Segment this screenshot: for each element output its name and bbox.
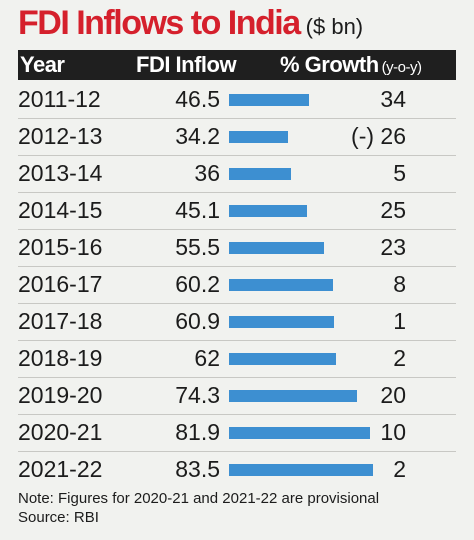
row-fdi-value: 36 <box>194 160 220 186</box>
table-body: 2011-12 46.5 34 2012-13 34.2 (-) 26 2013-14 36 5… <box>18 82 456 488</box>
row-growth: 1 <box>393 308 406 334</box>
row-fdi-value: 74.3 <box>175 382 220 408</box>
chart-title: FDI Inflows to India <box>18 4 301 42</box>
table-row: 2021-22 83.5 2 <box>18 452 456 488</box>
row-year: 2018-19 <box>18 345 103 371</box>
fdi-bar <box>229 168 291 180</box>
fdi-bar <box>229 242 324 254</box>
table-row: 2017-18 60.9 1 <box>18 304 456 341</box>
fdi-bar <box>229 205 307 217</box>
row-fdi-value: 34.2 <box>175 123 220 149</box>
note-text: Note: Figures for 2020-21 and 2021-22 ar… <box>18 490 380 507</box>
row-year: 2015-16 <box>18 234 103 260</box>
row-growth: 20 <box>380 382 406 408</box>
source-text: Source: RBI <box>18 509 99 526</box>
row-fdi-value: 62 <box>194 345 220 371</box>
header-fdi-inflow: FDI Inflow <box>136 52 237 77</box>
row-fdi-value: 60.2 <box>175 271 220 297</box>
header-growth-sub: (y-o-y) <box>381 59 422 76</box>
row-year: 2016-17 <box>18 271 103 297</box>
row-growth: 2 <box>393 456 406 482</box>
fdi-bar <box>229 316 334 328</box>
row-year: 2012-13 <box>18 123 103 149</box>
row-fdi-value: 46.5 <box>175 86 220 112</box>
table-row: 2019-20 74.3 20 <box>18 378 456 415</box>
row-growth: 23 <box>380 234 406 260</box>
table-row: 2013-14 36 5 <box>18 156 456 193</box>
row-year: 2019-20 <box>18 382 103 408</box>
row-year: 2017-18 <box>18 308 103 334</box>
table-header: Year FDI Inflow % Growth (y-o-y) <box>18 50 456 80</box>
header-year: Year <box>20 52 65 77</box>
fdi-bar <box>229 390 357 402</box>
row-fdi-value: 60.9 <box>175 308 220 334</box>
row-growth: 8 <box>393 271 406 297</box>
row-growth: 10 <box>380 419 406 445</box>
row-year: 2014-15 <box>18 197 103 223</box>
footnote: Note: Figures for 2020-21 and 2021-22 ar… <box>18 489 379 527</box>
row-growth: 25 <box>380 197 406 223</box>
chart-title-row: FDI Inflows to India ($ bn) <box>18 4 363 48</box>
fdi-bar <box>229 94 309 106</box>
table-row: 2020-21 81.9 10 <box>18 415 456 452</box>
table-row: 2011-12 46.5 34 <box>18 82 456 119</box>
fdi-bar <box>229 279 333 291</box>
row-year: 2020-21 <box>18 419 103 445</box>
row-year: 2021-22 <box>18 456 103 482</box>
row-fdi-value: 45.1 <box>175 197 220 223</box>
row-growth: (-) 26 <box>351 123 406 149</box>
row-year: 2013-14 <box>18 160 103 186</box>
table-row: 2016-17 60.2 8 <box>18 267 456 304</box>
fdi-bar <box>229 427 370 439</box>
row-fdi-value: 81.9 <box>175 419 220 445</box>
table-row: 2015-16 55.5 23 <box>18 230 456 267</box>
header-growth: % Growth (y-o-y) <box>280 52 422 78</box>
chart-unit: ($ bn) <box>305 14 364 39</box>
fdi-bar <box>229 131 288 143</box>
row-fdi-value: 55.5 <box>175 234 220 260</box>
fdi-bar <box>229 464 373 476</box>
row-fdi-value: 83.5 <box>175 456 220 482</box>
header-growth-label: % Growth <box>280 52 379 77</box>
fdi-bar <box>229 353 336 365</box>
table-row: 2014-15 45.1 25 <box>18 193 456 230</box>
row-growth: 5 <box>393 160 406 186</box>
table-row: 2012-13 34.2 (-) 26 <box>18 119 456 156</box>
table-row: 2018-19 62 2 <box>18 341 456 378</box>
row-year: 2011-12 <box>18 86 101 112</box>
row-growth: 34 <box>380 86 406 112</box>
row-growth: 2 <box>393 345 406 371</box>
